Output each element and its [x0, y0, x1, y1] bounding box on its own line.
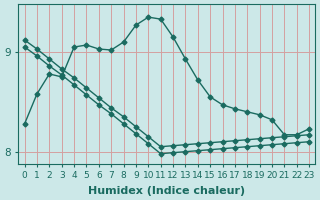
- X-axis label: Humidex (Indice chaleur): Humidex (Indice chaleur): [88, 186, 245, 196]
